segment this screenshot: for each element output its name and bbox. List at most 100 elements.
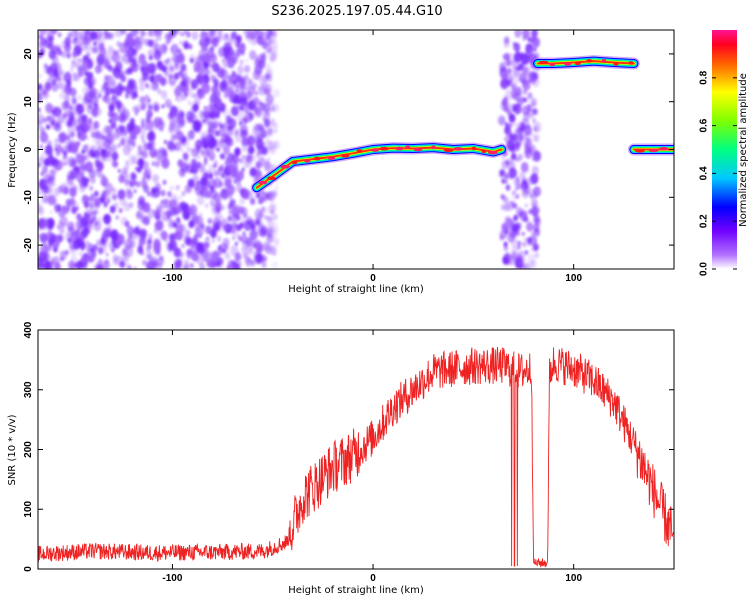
noise-blob xyxy=(139,84,145,92)
noise-blob xyxy=(526,237,534,247)
noise-blob xyxy=(155,249,161,256)
noise-blob xyxy=(522,79,531,91)
noise-blob xyxy=(84,71,90,77)
noise-blob xyxy=(136,166,142,173)
noise-blob xyxy=(84,35,89,41)
track-hotspot xyxy=(405,145,411,149)
y-tick-label: -10 xyxy=(23,190,34,205)
noise-blob xyxy=(208,178,217,190)
noise-blob xyxy=(120,138,126,146)
noise-blob xyxy=(53,187,60,197)
noise-blob xyxy=(212,62,220,73)
noise-blob xyxy=(162,179,167,185)
noise-blob xyxy=(135,104,142,113)
noise-blob xyxy=(239,105,244,111)
noise-blob xyxy=(532,118,536,123)
noise-blob xyxy=(531,231,535,236)
noise-blob xyxy=(268,30,273,36)
noise-blob xyxy=(117,115,122,122)
snr-x-ticks: -100 0 100 xyxy=(162,330,582,584)
noise-blob xyxy=(252,69,261,81)
track-hotspot xyxy=(258,180,268,185)
noise-blob xyxy=(267,67,273,75)
noise-blob xyxy=(152,174,159,183)
noise-blob xyxy=(59,92,65,100)
noise-blob xyxy=(197,87,202,95)
noise-blob xyxy=(148,64,153,70)
noise-blob xyxy=(87,58,91,63)
noise-blob xyxy=(221,205,225,211)
noise-blob xyxy=(145,115,151,124)
noise-blob xyxy=(216,235,222,242)
noise-blob xyxy=(166,140,175,151)
noise-blob xyxy=(108,158,111,163)
noise-blob xyxy=(111,144,118,153)
noise-blob xyxy=(161,65,167,73)
noise-blob xyxy=(219,138,224,144)
noise-blob xyxy=(147,132,154,141)
noise-blob xyxy=(81,154,87,162)
noise-blob xyxy=(251,96,259,105)
noise-blob xyxy=(235,131,239,136)
noise-blob xyxy=(245,58,249,63)
noise-blob xyxy=(192,92,197,99)
noise-blob xyxy=(195,143,202,153)
noise-blob xyxy=(190,94,194,99)
noise-blob xyxy=(534,252,540,259)
noise-blob xyxy=(241,210,245,216)
noise-blob xyxy=(222,224,227,230)
noise-blob xyxy=(62,112,68,119)
noise-blob xyxy=(260,225,267,234)
x-tick-label: 100 xyxy=(565,573,582,584)
noise-blob xyxy=(75,260,83,269)
noise-blob xyxy=(66,170,75,181)
noise-blob xyxy=(147,104,153,111)
noise-blob xyxy=(191,100,200,112)
noise-blob xyxy=(83,120,92,131)
noise-blob xyxy=(93,220,102,232)
track-hotspot xyxy=(280,164,291,169)
noise-blob xyxy=(112,187,117,194)
noise-region xyxy=(497,30,542,269)
noise-blob xyxy=(94,159,101,167)
noise-blob xyxy=(47,155,53,162)
noise-blob xyxy=(529,39,533,43)
noise-blob xyxy=(223,109,230,118)
snr-y-label: SNR (10 * v/v) xyxy=(7,414,18,485)
noise-blob xyxy=(58,226,65,235)
noise-blob xyxy=(239,81,245,90)
noise-blob xyxy=(506,80,512,87)
noise-blob xyxy=(132,232,138,240)
noise-blob xyxy=(241,167,245,172)
noise-blob xyxy=(187,100,192,106)
noise-blob xyxy=(170,81,176,88)
noise-blob xyxy=(60,148,64,154)
noise-blob xyxy=(103,213,112,225)
noise-blob xyxy=(167,57,170,62)
noise-blob xyxy=(140,133,146,141)
noise-blob xyxy=(231,220,237,228)
noise-blob xyxy=(81,59,88,70)
noise-blob xyxy=(129,181,134,186)
noise-blob xyxy=(143,142,149,151)
noise-blob xyxy=(508,167,517,179)
noise-blob xyxy=(521,118,530,130)
noise-blob xyxy=(501,98,508,107)
noise-blob xyxy=(506,139,515,151)
noise-blob xyxy=(145,82,149,88)
noise-blob xyxy=(102,95,108,102)
noise-blob xyxy=(138,77,145,86)
colorbar-tick-label: 0.6 xyxy=(699,118,710,132)
noise-blob xyxy=(148,110,153,118)
colorbar-tick-label: 0.2 xyxy=(699,214,710,228)
noise-blob xyxy=(77,226,81,231)
noise-blob xyxy=(209,137,217,148)
noise-blob xyxy=(178,106,182,111)
noise-blob xyxy=(84,226,89,232)
noise-blob xyxy=(147,86,152,91)
noise-blob xyxy=(57,207,65,218)
noise-blob xyxy=(123,40,131,50)
track-hotspot xyxy=(564,62,572,66)
noise-blob xyxy=(267,145,272,151)
noise-blob xyxy=(126,190,134,200)
